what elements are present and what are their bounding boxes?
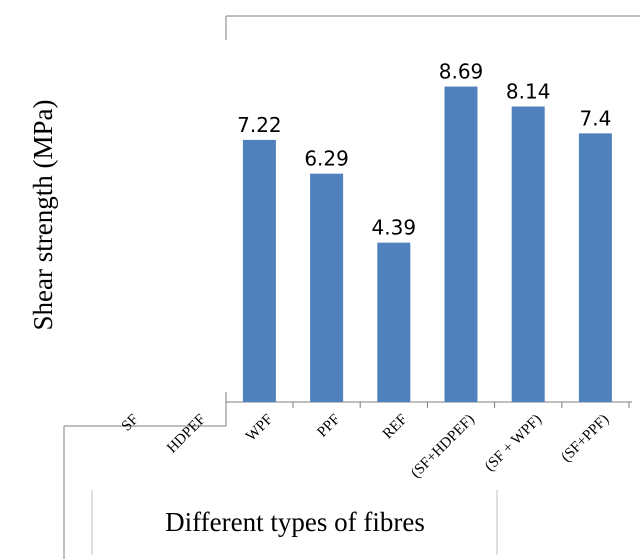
x-tick-labels-group: SF HDPEF WPF PPF REF(SF+HDPEF) (SF + WPF) (SF+… [119,412,613,482]
x-axis-ticks [292,402,630,408]
x-axis-title: Different types of fibres [165,507,425,537]
x-tick-label: (SF + WPF) [482,412,545,475]
bar-wpf [242,139,276,402]
data-label: 6.29 [304,147,349,171]
data-label: 7.22 [237,113,282,137]
x-tick-label: PPF [314,412,343,441]
x-tick-label: (SF+HDPEF) [408,412,478,482]
bars-group [242,86,612,402]
x-tick-label: WPF [243,412,276,445]
bar-ref [377,242,411,402]
y-axis-title: Shear strength (MPa) [28,100,58,331]
bar-sf-hdpef [444,86,478,402]
bar-sf-ppf [578,133,612,402]
x-tick-label: SF [119,412,142,435]
bar-ppf [310,173,344,402]
data-label: 8.69 [439,60,484,84]
data-label: 8.14 [506,80,551,104]
x-tick-label: REF [380,412,411,443]
x-tick-label: HDPEF [164,412,209,457]
bar-sf-wpf [511,106,545,402]
x-tick-label: (SF+PPF) [558,412,612,466]
data-label: 4.39 [372,216,417,240]
data-labels-group: 7.22 6.29 4.39 8.69 8.14 7.4 [237,60,611,240]
data-label: 7.4 [579,106,611,130]
